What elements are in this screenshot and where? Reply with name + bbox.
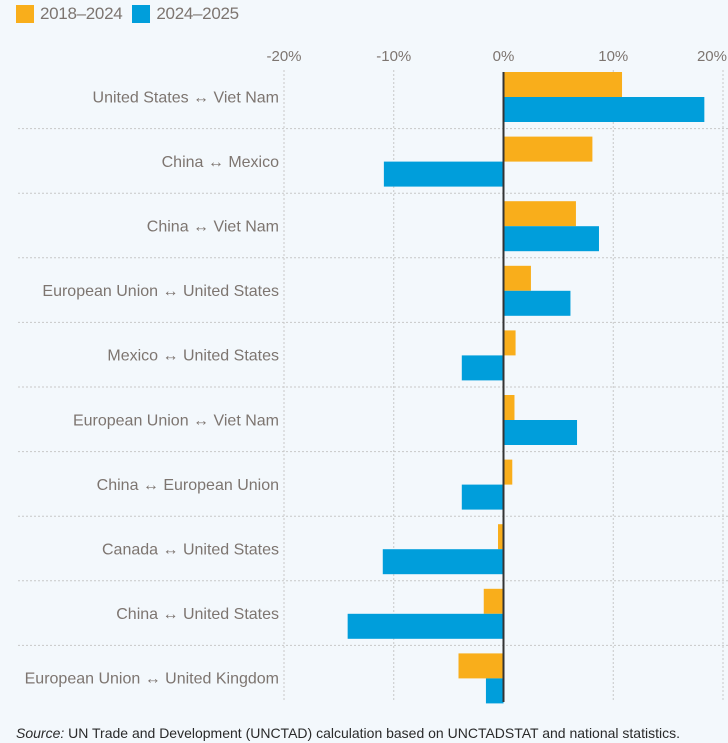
category-label-7: Canada ↔ United States (102, 542, 279, 559)
category-label-3: European Union ↔ United States (42, 283, 279, 300)
bar-series-1-8 (347, 613, 504, 639)
bar-series-1-4 (461, 355, 504, 381)
bar-series-0-9 (458, 653, 504, 679)
legend-swatch-series-1 (132, 5, 151, 23)
bar-series-0-4 (503, 330, 516, 356)
legend-item-series-1: 2024–2025 (132, 4, 239, 24)
category-label-6: China ↔ European Union (97, 477, 279, 494)
category-label-9: European Union ↔ United Kingdom (25, 671, 279, 688)
source-text: UN Trade and Development (UNCTAD) calcul… (64, 725, 680, 741)
bar-chart: -20% -10% 0% 10% 20% United States ↔ Viet Na… (18, 48, 728, 704)
bar-series-1-9 (485, 678, 504, 704)
x-tick-label-0: -20% (266, 48, 301, 65)
legend-swatch-series-0 (16, 5, 34, 23)
bar-series-1-6 (461, 484, 504, 510)
x-tick-label-1: -10% (376, 48, 411, 65)
bar-series-0-1 (503, 136, 593, 162)
legend: 2018–2024 2024–2025 (16, 4, 239, 24)
category-label-0: United States ↔ Viet Nam (93, 89, 279, 106)
bar-series-0-7 (498, 524, 504, 550)
bar-series-1-1 (383, 161, 504, 187)
bar-series-1-5 (503, 420, 578, 445)
category-labels: United States ↔ Viet Nam China ↔ Mexico Ch… (25, 89, 279, 687)
x-tick-label-4: 20% (697, 48, 727, 65)
bar-series-1-7 (382, 549, 504, 575)
category-label-4: Mexico ↔ United States (107, 348, 279, 365)
bar-series-1-0 (503, 97, 705, 122)
bar-series-0-6 (503, 459, 513, 485)
bar-series-1-3 (503, 290, 571, 316)
x-tick-label-3: 10% (598, 48, 628, 65)
category-label-8: China ↔ United States (116, 606, 279, 623)
bar-series-0-2 (503, 201, 576, 227)
source-prefix: Source: (16, 725, 65, 741)
legend-label-series-0: 2018–2024 (40, 4, 123, 23)
bar-series-0-8 (483, 588, 504, 614)
x-axis-ticks: -20% -10% 0% 10% 20% (266, 48, 727, 65)
bar-series-0-3 (503, 265, 531, 291)
bar-series-0-5 (503, 395, 515, 420)
source-note: Source: UN Trade and Development (UNCTAD… (16, 725, 680, 741)
legend-label-series-1: 2024–2025 (156, 4, 239, 23)
category-label-1: China ↔ Mexico (162, 154, 279, 171)
bars (347, 72, 705, 704)
category-label-2: China ↔ Viet Nam (147, 219, 279, 236)
bar-series-1-2 (503, 226, 599, 252)
x-tick-label-2: 0% (493, 48, 515, 65)
legend-item-series-0: 2018–2024 (16, 4, 123, 24)
category-label-5: European Union ↔ Viet Nam (73, 412, 279, 429)
bar-series-0-0 (503, 72, 623, 97)
